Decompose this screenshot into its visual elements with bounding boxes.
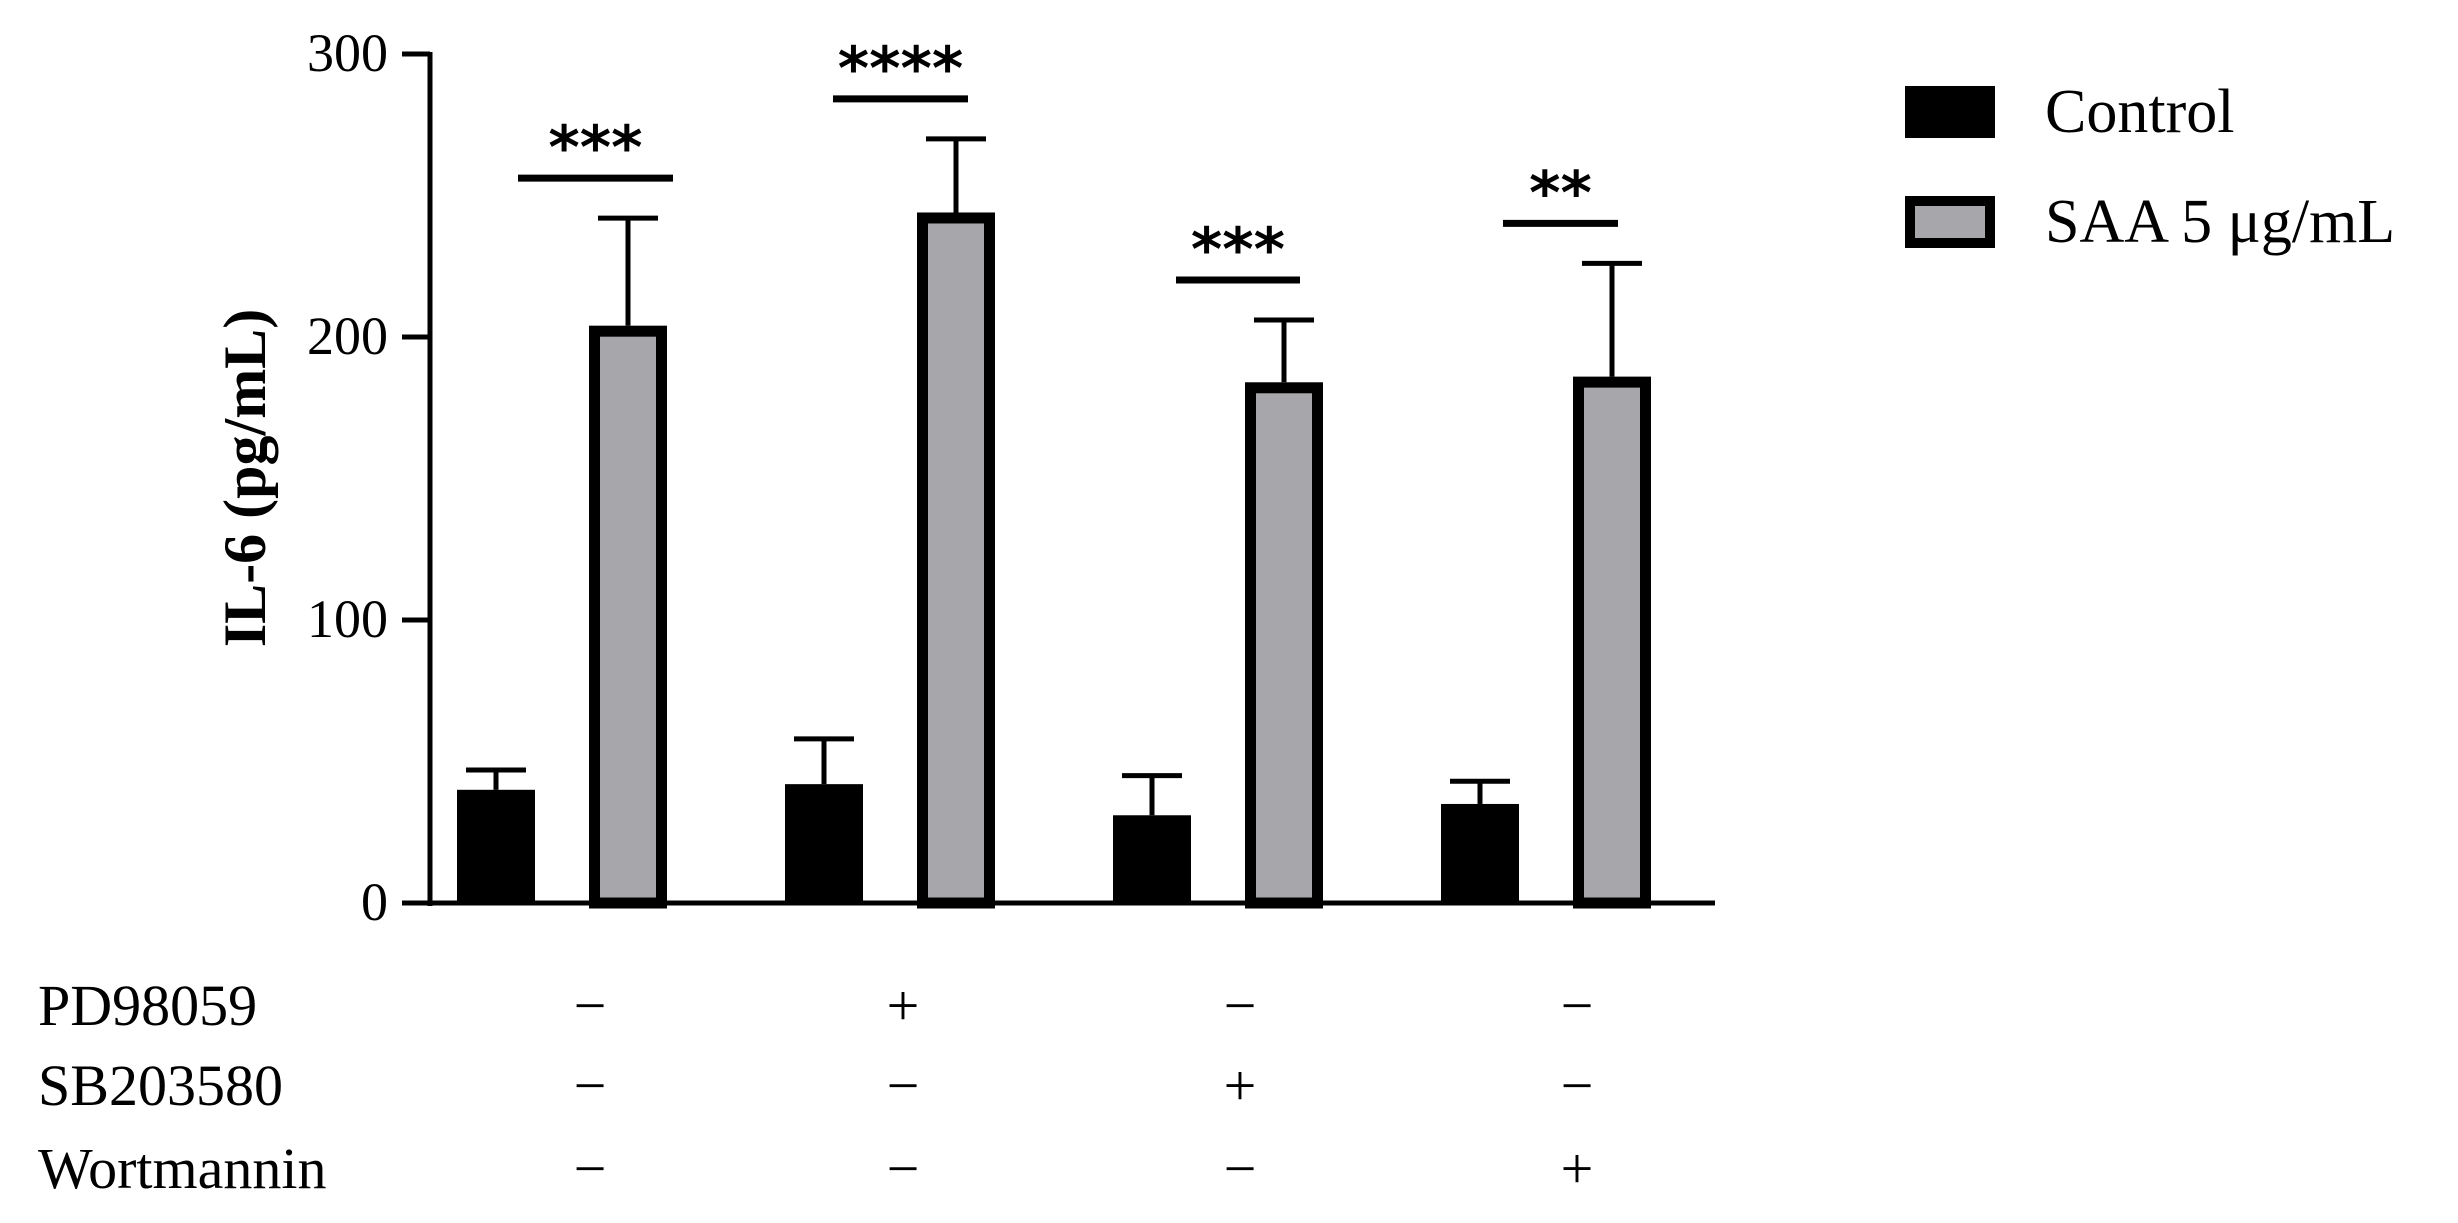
treatment-sign-3-3: − (1224, 1136, 1257, 1201)
treatment-sign-3-2: − (887, 1136, 920, 1201)
bar-saa-1 (589, 325, 667, 909)
bar-control-1 (457, 789, 535, 903)
y-tick-label-200: 200 (307, 306, 388, 366)
significance-label-1: *** (548, 113, 642, 183)
treatment-sign-1-2: + (887, 973, 920, 1038)
legend-swatch-control (1905, 86, 1995, 138)
bar-control-3 (1113, 815, 1191, 903)
bar-saa-3 (1245, 382, 1323, 909)
legend-label-control: Control (2045, 78, 2234, 146)
treatment-table: PD98059 − + − − SB203580 − − + − Wortmannin − − − + (38, 973, 1593, 1201)
significance-label-3: *** (1191, 215, 1285, 285)
treatment-sign-3-4: + (1561, 1136, 1594, 1201)
legend-label-saa: SAA 5 μg/mL (2045, 188, 2395, 256)
treatment-sign-3-1: − (574, 1136, 607, 1201)
y-axis-label: IL-6 (pg/mL) (212, 309, 278, 647)
treatment-sign-1-4: − (1561, 973, 1594, 1038)
significance-label-4: ** (1529, 158, 1592, 228)
y-tick-label-0: 0 (361, 872, 388, 932)
treatment-label-3: Wortmannin (38, 1136, 327, 1201)
treatment-sign-1-1: − (574, 973, 607, 1038)
bar-control-2 (785, 784, 863, 903)
legend-swatch-saa (1905, 196, 1995, 248)
y-tick-label-300: 300 (307, 23, 388, 83)
bar-saa-2 (917, 212, 995, 909)
treatment-sign-2-1: − (574, 1053, 607, 1118)
legend: Control SAA 5 μg/mL (1905, 78, 2395, 256)
treatment-sign-2-4: − (1561, 1053, 1594, 1118)
y-tick-label-100: 100 (307, 589, 388, 649)
treatment-label-2: SB203580 (38, 1053, 283, 1118)
treatment-sign-2-3: + (1224, 1053, 1257, 1118)
treatment-sign-2-2: − (887, 1053, 920, 1118)
bar-control-4 (1441, 803, 1519, 903)
treatment-label-1: PD98059 (38, 973, 257, 1038)
bar-saa-4 (1573, 376, 1651, 909)
significance-label-2: **** (838, 34, 964, 104)
treatment-sign-1-3: − (1224, 973, 1257, 1038)
